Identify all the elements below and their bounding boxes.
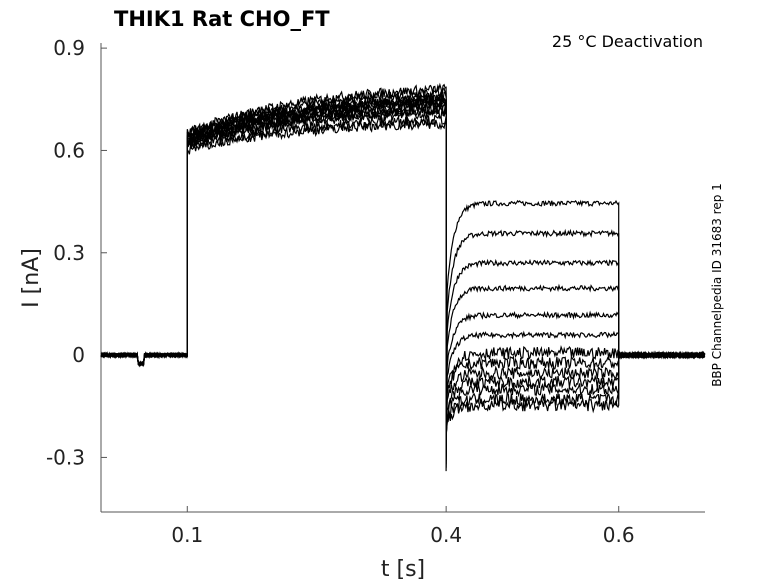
y-tick-label: 0.9 bbox=[53, 36, 85, 60]
x-tick-label: 0.4 bbox=[430, 523, 462, 547]
condition-annotation: 25 °C Deactivation bbox=[552, 32, 703, 51]
y-tick-label: 0.6 bbox=[53, 138, 85, 162]
sweep-trace-11 bbox=[100, 98, 706, 438]
chart-title: THIK1 Rat CHO_FT bbox=[114, 7, 330, 31]
sweep-trace-3 bbox=[100, 103, 706, 465]
sweep-trace-10 bbox=[100, 117, 706, 441]
x-axis-label: t [s] bbox=[381, 557, 425, 582]
y-tick-label: 0 bbox=[72, 343, 85, 367]
sweep-trace-4 bbox=[100, 82, 706, 461]
y-axis-label: I [nA] bbox=[19, 248, 44, 308]
x-tick-label: 0.1 bbox=[171, 523, 203, 547]
sweep-trace-1 bbox=[100, 96, 706, 472]
x-tick-label: 0.6 bbox=[603, 523, 635, 547]
y-tick-label: 0.3 bbox=[53, 241, 85, 265]
y-tick-label: -0.3 bbox=[46, 445, 85, 469]
sweep-trace-13 bbox=[100, 93, 706, 431]
side-label: BBP Channelpedia ID 31683 rep 1 bbox=[710, 183, 724, 387]
sweep-trace-12 bbox=[100, 103, 705, 434]
sweep-trace-8 bbox=[100, 107, 706, 448]
